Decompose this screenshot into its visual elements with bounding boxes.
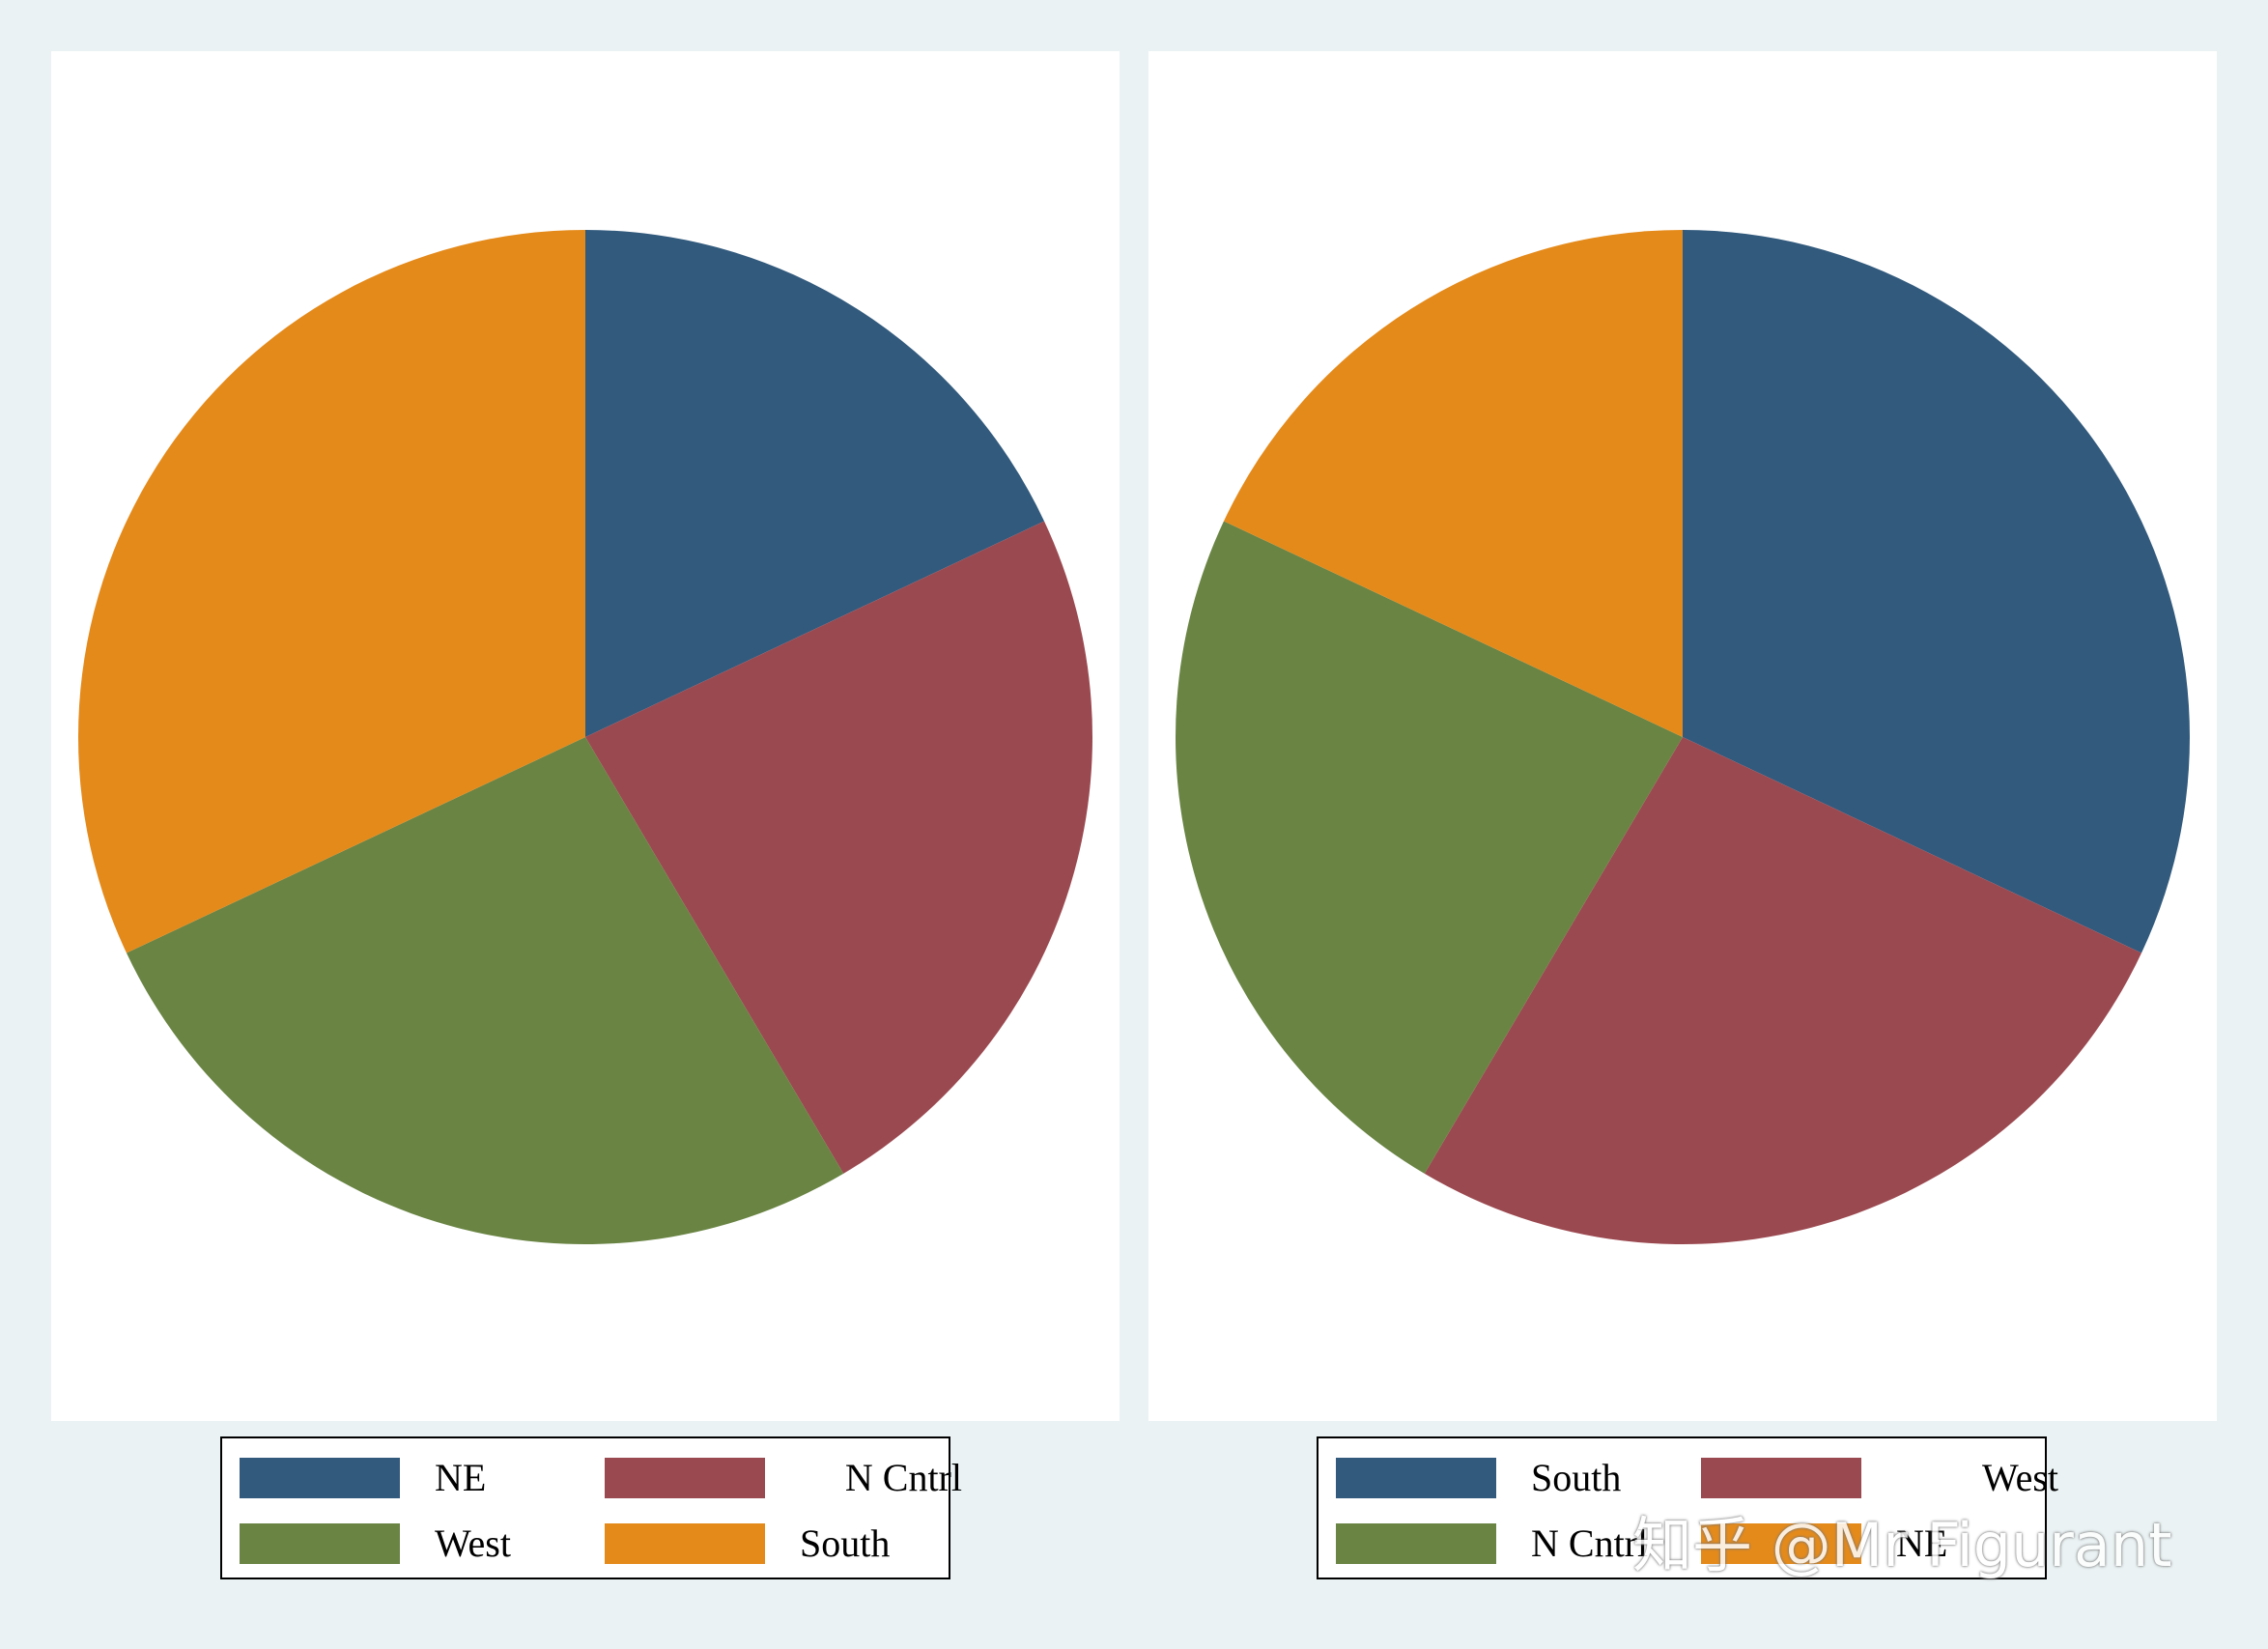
- pie-slice-ne: [585, 230, 1045, 737]
- legend-item: NE: [1701, 1521, 2058, 1567]
- legend-label: N Cntrl: [1531, 1521, 1649, 1565]
- watermark: 知乎 @Mr Figurant: [1632, 1510, 2172, 1580]
- legend-label: NE: [1896, 1521, 1948, 1565]
- legend-item: West: [240, 1521, 597, 1567]
- pie-slice-ne: [1223, 230, 1683, 737]
- legend-swatch: [1701, 1523, 1861, 1564]
- legend-label: N Cntrl: [844, 1456, 962, 1499]
- legend-right: South West N Cntrl NE: [1317, 1436, 2058, 1579]
- legend-swatch: [1336, 1523, 1496, 1564]
- legend-item: NE: [240, 1455, 597, 1501]
- legend-label: South: [1531, 1456, 1622, 1499]
- legend-label: West: [435, 1521, 511, 1565]
- legend-item: N Cntrl: [1336, 1521, 1693, 1567]
- legend-swatch: [240, 1523, 400, 1564]
- pie-right-svg: [1176, 230, 2190, 1244]
- legend-label: West: [1982, 1456, 2058, 1499]
- pie-chart-right: [1148, 51, 2217, 1421]
- pie-slice-south: [1683, 230, 2190, 953]
- pie-left-svg: [78, 230, 1092, 1244]
- legend-item: South: [605, 1521, 962, 1567]
- legend-swatch: [1701, 1458, 1861, 1498]
- pie-slice-west: [1424, 737, 2142, 1244]
- legend-item: South: [1336, 1455, 1693, 1501]
- legend-swatch: [240, 1458, 400, 1498]
- legend-swatch: [605, 1458, 765, 1498]
- pie-slice-west: [126, 737, 844, 1244]
- pie-slice-south: [78, 230, 586, 953]
- pie-slice-n-cntrl: [1176, 521, 1683, 1174]
- pie-slice-n-cntrl: [585, 521, 1092, 1174]
- legend-item: N Cntrl: [605, 1455, 962, 1501]
- legend-label: NE: [435, 1456, 487, 1499]
- legend-left: NE N Cntrl West South: [220, 1436, 962, 1579]
- legend-swatch: [605, 1523, 765, 1564]
- legend-item: West: [1701, 1455, 2058, 1501]
- legend-swatch: [1336, 1458, 1496, 1498]
- legend-label: South: [800, 1521, 891, 1565]
- pie-chart-left: [51, 51, 1120, 1421]
